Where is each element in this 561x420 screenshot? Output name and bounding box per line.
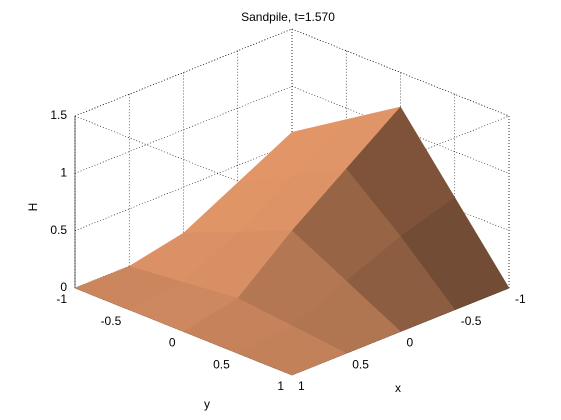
z-tick-label: 1 (60, 166, 67, 180)
x-tick-label: 0 (407, 336, 414, 350)
y-tick-label: 0 (169, 336, 176, 350)
x-tick-label: -0.5 (461, 314, 482, 328)
y-tick-label: 0.5 (213, 357, 230, 371)
z-tick-label: 0 (60, 280, 67, 294)
chart-title: Sandpile, t=1.570 (241, 10, 335, 24)
y-axis-label: y (204, 397, 210, 411)
y-tick-label: 1 (277, 379, 284, 393)
y-tick-label: -0.5 (101, 314, 122, 328)
x-tick-label: 0.5 (352, 357, 369, 371)
y-tick-label: -1 (56, 292, 67, 306)
x-tick-label: -1 (515, 292, 526, 306)
z-axis-label: H (26, 203, 40, 212)
z-tick-label: 1.5 (50, 108, 67, 122)
surface-patch (237, 325, 347, 376)
x-axis-label: x (395, 381, 401, 395)
x-tick-label: 1 (298, 379, 305, 393)
z-tick-label: 0.5 (50, 223, 67, 237)
